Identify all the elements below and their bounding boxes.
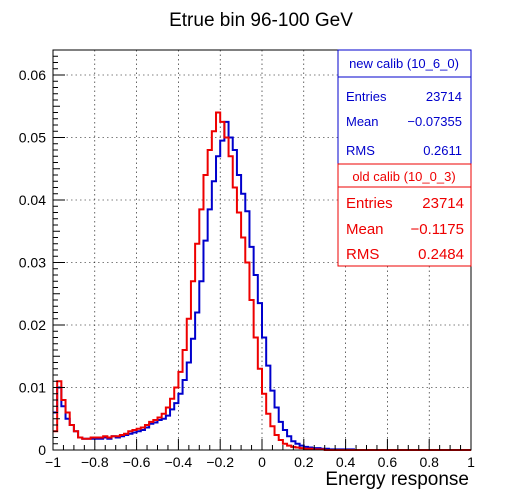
y-tick-label: 0 [38,442,46,458]
stats-title: new calib (10_6_0) [349,56,459,71]
stats-entries-label: Entries [346,195,393,212]
x-tick-label: −0.6 [123,454,151,470]
stats-rms-value: 0.2611 [423,143,462,158]
y-tick-label: 0.01 [19,380,46,396]
x-tick-label: 0.2 [294,454,314,470]
stats-rms-value: 0.2484 [418,246,464,263]
x-tick-label: 0.4 [336,454,356,470]
stats-title: old calib (10_0_3) [352,169,455,184]
stats-entries-value: 23714 [422,195,464,212]
y-tick-label: 0.05 [19,130,46,146]
y-tick-label: 0.03 [19,255,46,271]
x-axis-label: Energy response [325,469,469,490]
x-tick-label: 0.6 [378,454,398,470]
y-tick-label: 0.04 [19,192,46,208]
stats-mean-label: Mean [346,221,384,238]
x-tick-label: −0.2 [206,454,234,470]
x-tick-label: −0.8 [81,454,109,470]
stats-rms-label: RMS [346,143,375,158]
chart-title: Etrue bin 96-100 GeV [169,10,353,31]
stats-rms-label: RMS [346,246,379,263]
stats-entries-value: 23714 [426,89,462,104]
x-tick-label: −1 [45,454,61,470]
x-tick-label: −0.4 [165,454,193,470]
y-tick-label: 0.02 [19,317,46,333]
x-tick-label: 0.8 [419,454,439,470]
stats-box-new-calib: new calib (10_6_0) Entries 23714 Mean −0… [338,50,471,177]
stats-box-old-calib: old calib (10_0_3) Entries 23714 Mean −0… [338,164,471,266]
stats-mean-value: −0.07355 [407,114,462,129]
x-tick-label: 0 [258,454,266,470]
stats-entries-label: Entries [346,89,387,104]
x-tick-label: 1 [467,454,475,470]
stats-mean-value: −0.1175 [410,221,464,238]
y-tick-label: 0.06 [19,67,46,83]
stats-mean-label: Mean [346,114,379,129]
